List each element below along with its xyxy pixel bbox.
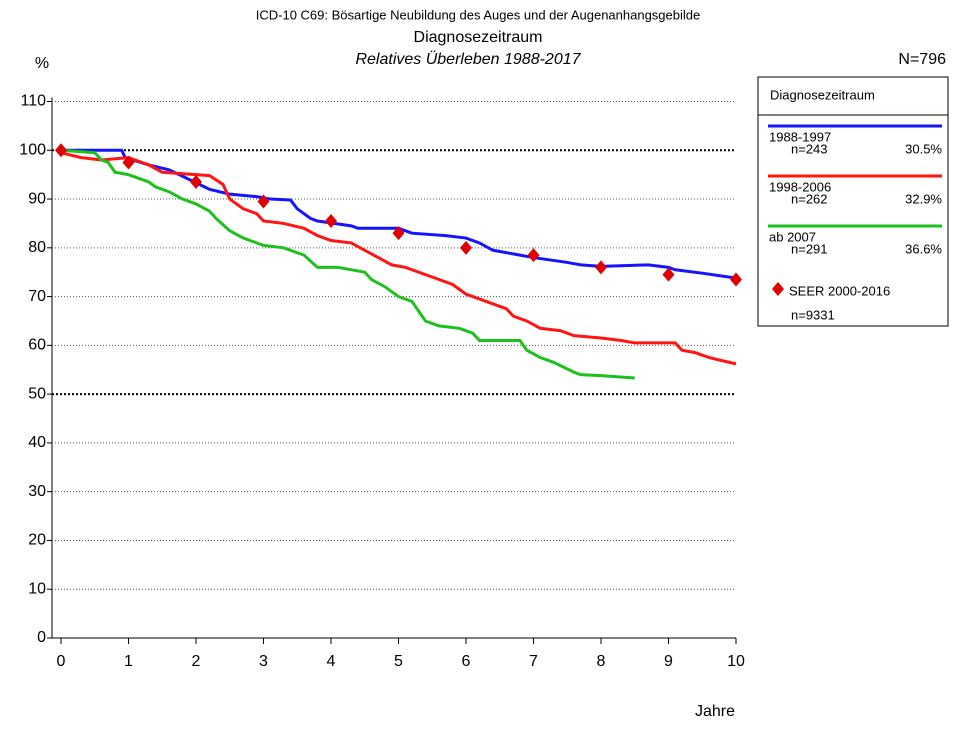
legend-label: 1988-1997	[769, 129, 831, 144]
reference-marker	[257, 194, 270, 209]
total-label: N=796	[898, 51, 946, 68]
reference-marker	[460, 240, 472, 255]
y-tick-label: 70	[28, 288, 46, 305]
y-axis-label: %	[35, 55, 49, 72]
reference-marker	[55, 143, 67, 158]
legend-n: n=291	[791, 241, 828, 256]
reference-marker	[527, 248, 540, 263]
y-tick-label: 30	[28, 483, 46, 500]
y-tick-label: 50	[28, 385, 46, 402]
legend-label: SEER 2000-2016	[789, 283, 890, 298]
legend-n: n=9331	[791, 307, 835, 322]
chart-subtitle: Relatives Überleben 1988-2017	[355, 50, 581, 68]
y-tick-label: 20	[28, 532, 46, 549]
legend-share: 36.6%	[905, 241, 942, 256]
y-tick-label: 100	[19, 141, 46, 158]
reference-marker	[122, 155, 135, 170]
x-tick-label: 6	[462, 653, 471, 670]
legend-swatch	[772, 282, 784, 296]
reference-marker	[190, 174, 202, 189]
y-tick-label: 0	[37, 629, 46, 646]
x-tick-label: 9	[664, 653, 673, 670]
chart-title: ICD-10 C69: Bösartige Neubildung des Aug…	[256, 7, 701, 22]
legend-n: n=243	[791, 141, 828, 156]
legend-box	[757, 76, 949, 327]
y-tick-label: 60	[28, 337, 46, 354]
legend-share: 32.9%	[905, 191, 942, 206]
reference-marker	[392, 226, 405, 241]
reference-marker	[595, 260, 607, 275]
x-tick-label: 3	[259, 653, 268, 670]
y-tick-label: 80	[28, 239, 46, 256]
legend-label: 1998-2006	[769, 179, 831, 194]
legend-title: Diagnosezeitraum	[770, 87, 875, 102]
y-tick-label: 110	[20, 93, 46, 110]
x-tick-label: 4	[327, 653, 336, 670]
y-tick-label: 90	[28, 190, 46, 207]
chart-subtitle: Diagnosezeitraum	[414, 29, 543, 46]
series-line	[61, 148, 737, 280]
x-tick-label: 2	[192, 653, 201, 670]
x-tick-label: 7	[529, 653, 538, 670]
y-tick-label: 10	[28, 580, 46, 597]
x-tick-label: 5	[394, 653, 403, 670]
legend-n: n=262	[791, 191, 828, 206]
reference-marker	[325, 213, 337, 228]
series-line	[60, 151, 737, 366]
x-tick-label: 0	[57, 653, 66, 670]
legend-share: 30.5%	[905, 141, 942, 156]
x-tick-label: 1	[124, 653, 133, 670]
x-axis-label: Jahre	[695, 703, 735, 720]
reference-marker	[730, 272, 742, 287]
y-tick-label: 40	[28, 434, 46, 451]
reference-marker	[662, 267, 675, 282]
legend-label: ab 2007	[769, 229, 816, 244]
x-tick-label: 10	[727, 653, 745, 670]
x-tick-label: 8	[597, 653, 606, 670]
series-line	[60, 148, 635, 380]
